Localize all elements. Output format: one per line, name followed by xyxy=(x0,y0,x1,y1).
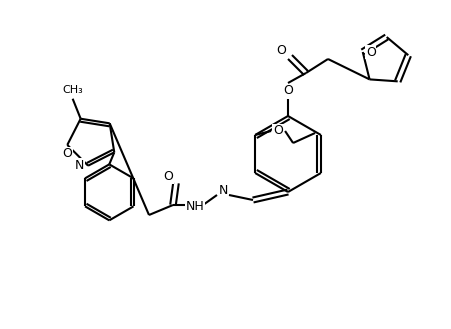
Text: O: O xyxy=(62,147,72,161)
Text: O: O xyxy=(366,45,376,59)
Text: N: N xyxy=(74,159,84,172)
Text: N: N xyxy=(218,184,228,196)
Text: O: O xyxy=(163,170,173,184)
Text: CH₃: CH₃ xyxy=(62,85,83,95)
Text: O: O xyxy=(283,85,293,97)
Text: NH: NH xyxy=(186,199,204,213)
Text: O: O xyxy=(276,43,286,57)
Text: O: O xyxy=(273,124,283,138)
